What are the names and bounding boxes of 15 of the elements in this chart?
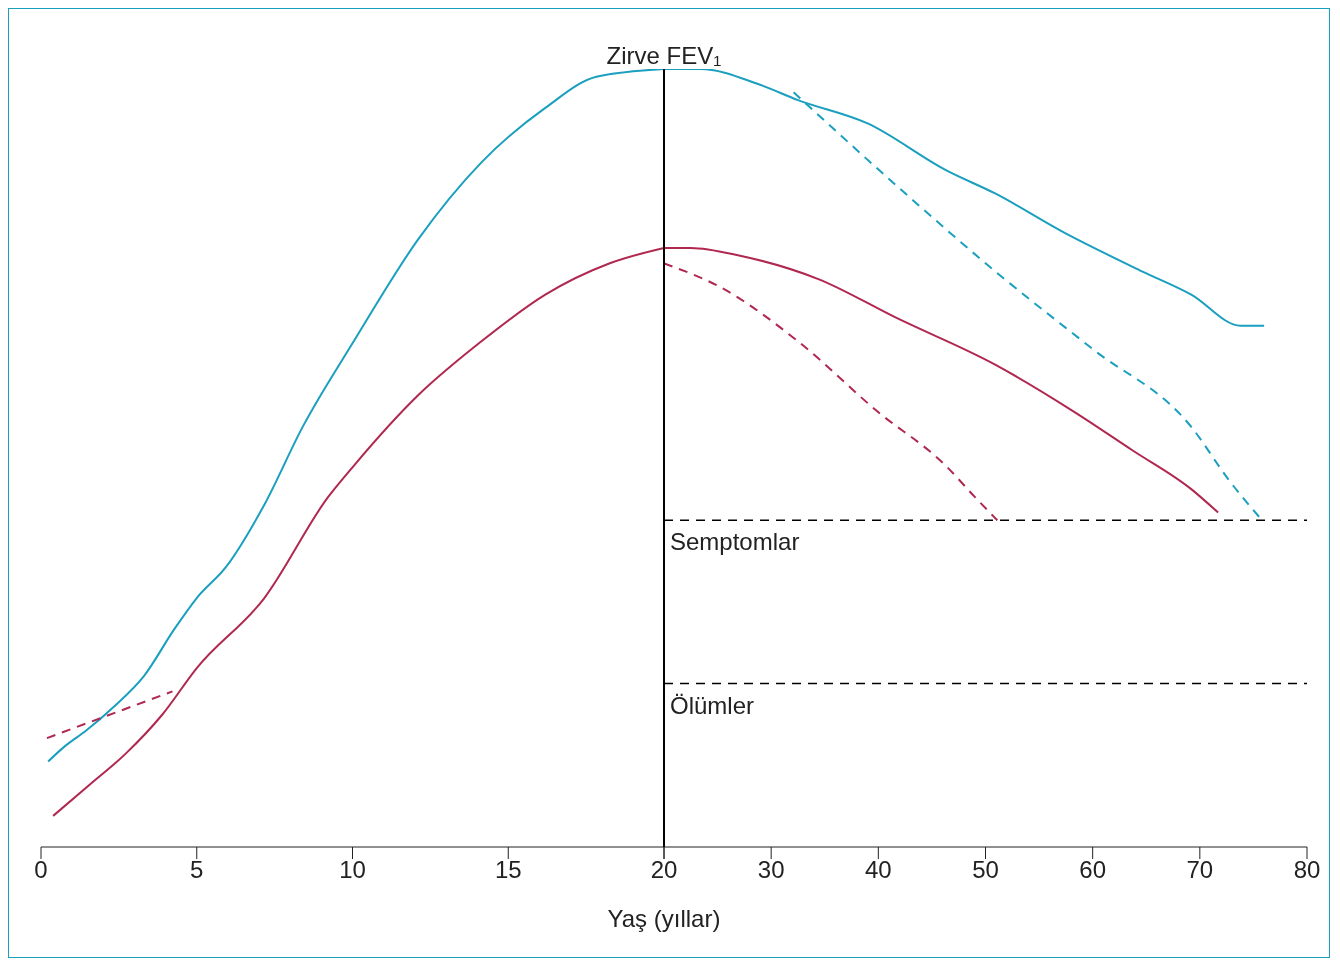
ref-line-label: Semptomlar <box>670 528 800 556</box>
x-tick-label: 30 <box>757 856 785 884</box>
x-tick-label: 20 <box>650 856 678 884</box>
x-tick-label: 70 <box>1186 856 1214 884</box>
x-tick-label: 40 <box>864 856 892 884</box>
ref-line-label: Zirve FEV₁ <box>606 42 722 69</box>
x-axis-title: Yaş (yıllar) <box>607 905 721 932</box>
x-tick-label: 80 <box>1293 856 1321 884</box>
x-tick-label: 60 <box>1079 856 1107 884</box>
x-tick-label: 10 <box>339 856 366 884</box>
x-tick-label: 5 <box>190 856 204 884</box>
x-tick-label: 50 <box>972 856 999 884</box>
ref-line-label: Ölümler <box>670 691 755 719</box>
x-tick-label: 15 <box>494 856 522 884</box>
x-tick-label: 0 <box>34 856 48 884</box>
